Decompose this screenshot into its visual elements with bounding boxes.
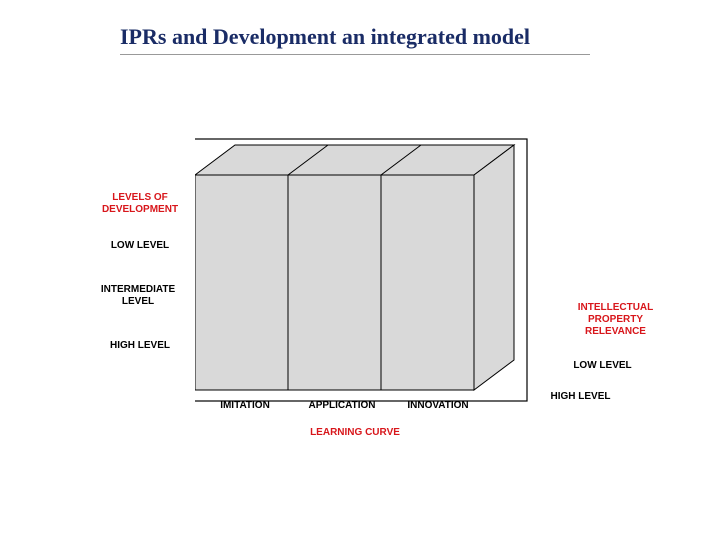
left-axis-header-text: LEVELS OF DEVELOPMENT: [102, 192, 178, 215]
page-title: IPRs and Development an integrated model: [120, 24, 590, 55]
right-axis-header: INTELLECTUAL PROPERTY RELEVANCE: [568, 302, 663, 338]
cube-svg: [195, 135, 575, 435]
right-axis-header-text: INTELLECTUAL PROPERTY RELEVANCE: [578, 302, 654, 337]
left-axis-level-0: LOW LEVEL: [105, 240, 175, 252]
cube-diagram: [195, 135, 575, 440]
left-axis-level-1: INTERMEDIATE LEVEL: [93, 284, 183, 308]
right-axis-level-0: LOW LEVEL: [565, 360, 640, 372]
left-axis-header: LEVELS OF DEVELOPMENT: [95, 192, 185, 216]
left-axis-level-2: HIGH LEVEL: [105, 340, 175, 352]
